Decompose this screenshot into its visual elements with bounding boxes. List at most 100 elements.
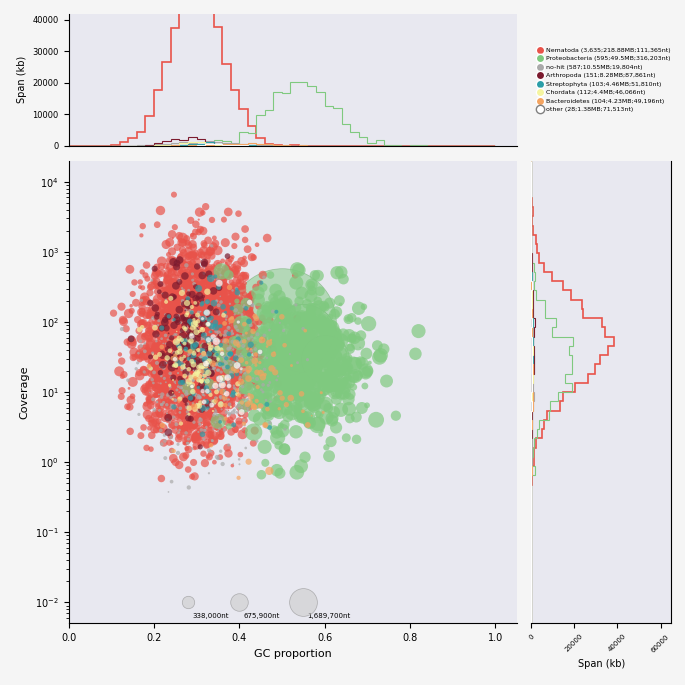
Point <box>175 332 186 342</box>
Point <box>284 382 295 393</box>
Point <box>271 375 282 386</box>
Point <box>197 360 208 371</box>
Point <box>196 312 207 323</box>
Point <box>190 305 201 316</box>
Point <box>185 304 196 315</box>
Point <box>189 353 200 364</box>
Point <box>227 391 238 402</box>
Point <box>175 379 186 390</box>
Point <box>182 333 193 344</box>
Point <box>186 341 197 352</box>
Point <box>172 401 183 412</box>
Point <box>208 366 219 377</box>
Point <box>147 377 158 388</box>
Point <box>196 403 207 414</box>
Point <box>274 290 285 301</box>
Point <box>234 316 245 327</box>
Point <box>186 291 197 302</box>
Point <box>288 360 299 371</box>
Point <box>329 333 340 344</box>
Point <box>173 406 184 416</box>
Point <box>187 279 198 290</box>
Point <box>204 374 215 385</box>
Point <box>198 387 209 398</box>
Point <box>178 364 189 375</box>
Point <box>236 332 247 343</box>
Point <box>160 317 171 328</box>
Point <box>182 388 193 399</box>
Point <box>214 391 225 402</box>
Point <box>206 320 217 331</box>
Point <box>217 310 228 321</box>
Point <box>219 318 230 329</box>
Point <box>160 320 171 331</box>
Point <box>201 396 212 407</box>
Point <box>235 362 246 373</box>
Point <box>187 354 198 365</box>
Point <box>146 368 157 379</box>
Point <box>183 286 194 297</box>
Point <box>224 347 235 358</box>
Point <box>244 384 255 395</box>
Point <box>294 371 305 382</box>
Point <box>142 354 153 365</box>
Point <box>339 388 350 399</box>
Point <box>172 242 183 253</box>
Point <box>240 389 251 400</box>
Point <box>182 273 193 284</box>
Point <box>168 419 179 430</box>
Point <box>283 334 294 345</box>
Point <box>203 359 214 370</box>
Point <box>179 314 190 325</box>
Point <box>134 325 145 336</box>
Point <box>255 364 266 375</box>
Point <box>183 388 194 399</box>
Point <box>327 369 338 380</box>
Point <box>184 349 195 360</box>
Point <box>179 345 190 356</box>
Point <box>196 346 207 357</box>
Point <box>158 351 169 362</box>
Point <box>192 364 203 375</box>
Point <box>219 423 230 434</box>
Point <box>279 366 290 377</box>
Point <box>210 417 221 428</box>
Point <box>203 312 214 323</box>
Point <box>204 371 215 382</box>
Point <box>319 342 330 353</box>
Point <box>196 317 207 328</box>
Point <box>242 373 253 384</box>
Point <box>187 325 198 336</box>
Point <box>214 299 225 310</box>
Point <box>236 408 247 419</box>
Point <box>218 360 229 371</box>
Point <box>196 266 207 277</box>
Point <box>204 247 215 258</box>
Point <box>208 292 219 303</box>
Point <box>116 356 127 366</box>
Point <box>298 342 309 353</box>
Point <box>192 371 203 382</box>
Point <box>186 337 197 348</box>
Point <box>168 382 179 393</box>
Point <box>286 336 297 347</box>
Point <box>175 329 186 340</box>
Point <box>206 337 217 348</box>
Point <box>173 325 184 336</box>
Point <box>177 342 188 353</box>
Point <box>218 350 229 361</box>
Point <box>206 368 216 379</box>
Point <box>162 411 173 422</box>
Point <box>166 229 177 240</box>
Point <box>221 394 232 405</box>
Point <box>162 349 173 360</box>
Point <box>210 336 221 347</box>
Point <box>234 303 245 314</box>
Point <box>168 313 179 324</box>
Point <box>210 320 221 331</box>
Point <box>177 362 188 373</box>
Point <box>338 353 349 364</box>
Point <box>221 345 232 356</box>
Point <box>181 404 192 415</box>
Point <box>190 343 201 354</box>
